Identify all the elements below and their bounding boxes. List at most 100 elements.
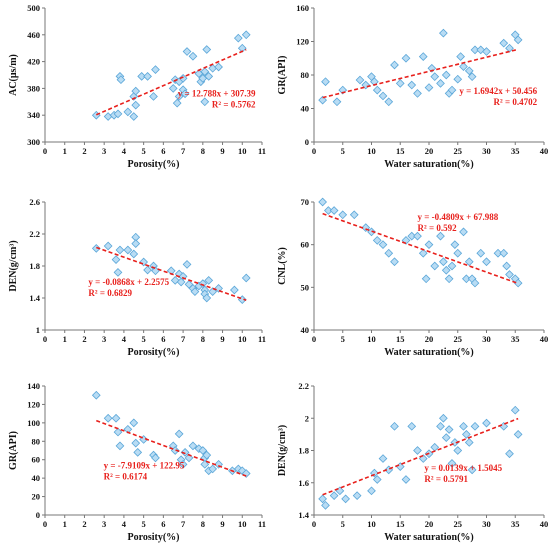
data-point	[91, 110, 101, 120]
data-point	[168, 84, 178, 93]
data-point	[230, 285, 239, 295]
data-point	[378, 454, 388, 463]
x-tick-label: 40	[540, 519, 549, 529]
x-tick-label: 0	[312, 334, 316, 344]
data-point	[131, 100, 141, 110]
x-tick-label: 25	[454, 146, 463, 156]
data-point	[321, 77, 330, 87]
data-point	[384, 97, 394, 107]
data-point	[129, 418, 139, 428]
x-tick-label: 6	[161, 334, 165, 344]
data-point	[499, 248, 509, 258]
data-point	[390, 60, 399, 70]
data-point	[91, 390, 101, 400]
data-point	[413, 231, 422, 241]
data-point	[241, 30, 251, 40]
data-point	[476, 45, 486, 55]
y-tick-label: 1.8	[298, 446, 309, 456]
y-tick-label: 460	[27, 30, 40, 40]
x-tick-label: 10	[367, 146, 376, 156]
data-point	[188, 51, 198, 61]
data-point	[424, 240, 434, 250]
x-tick-label: 0	[43, 519, 47, 529]
x-axis-title: Water saturation(%)	[384, 532, 474, 543]
data-point	[493, 248, 503, 258]
x-tick-label: 5	[142, 146, 146, 156]
x-tick-label: 35	[511, 334, 520, 344]
y-tick-label: 0	[36, 510, 40, 520]
x-tick-label: 30	[482, 334, 491, 344]
data-point	[338, 210, 348, 220]
data-point	[214, 284, 223, 293]
data-point	[123, 245, 133, 255]
x-tick-label: 7	[181, 334, 186, 344]
x-tick-label: 6	[161, 146, 165, 156]
data-point	[372, 236, 382, 245]
data-point	[318, 494, 327, 504]
data-point	[355, 75, 365, 85]
data-point	[143, 265, 152, 275]
data-point	[482, 418, 491, 428]
data-point	[467, 465, 477, 475]
data-point	[441, 70, 451, 80]
data-point	[131, 239, 141, 248]
y-axis-title: AC(μs/m)	[8, 54, 19, 96]
data-point	[352, 491, 362, 501]
data-point	[441, 433, 451, 442]
trendline	[322, 417, 519, 496]
x-tick-label: 30	[482, 146, 491, 156]
y-tick-label: 1.8	[29, 261, 40, 271]
data-point	[200, 459, 210, 469]
data-point	[439, 413, 448, 423]
x-tick-label: 3	[102, 519, 106, 529]
x-tick-label: 5	[142, 519, 146, 529]
data-point	[174, 92, 184, 101]
data-point	[137, 71, 147, 81]
data-point	[462, 430, 471, 439]
data-point	[200, 67, 210, 77]
data-point	[401, 475, 411, 484]
data-point	[430, 261, 440, 271]
x-tick-label: 4	[122, 146, 127, 156]
data-point	[367, 486, 376, 496]
data-point	[174, 429, 184, 439]
data-point	[241, 469, 251, 478]
y-tick-label: 0	[305, 137, 309, 147]
y-tick-label: 380	[27, 83, 40, 93]
y-tick-label: 160	[296, 3, 309, 13]
x-tick-label: 15	[396, 519, 405, 529]
data-point	[103, 413, 113, 423]
data-point	[447, 261, 457, 271]
data-point	[190, 287, 200, 296]
x-tick-label: 20	[425, 146, 434, 156]
data-point	[453, 74, 463, 84]
data-point	[418, 248, 428, 258]
x-tick-label: 20	[425, 334, 434, 344]
data-point	[111, 255, 121, 264]
trendline	[322, 212, 519, 285]
data-point	[436, 231, 445, 241]
data-point	[413, 446, 422, 455]
data-point	[349, 210, 359, 220]
x-tick-label: 20	[425, 519, 434, 529]
r-squared-label: R² = 0.6174	[104, 472, 148, 482]
data-point	[505, 449, 514, 459]
data-point	[321, 500, 330, 510]
data-point	[198, 446, 208, 455]
scatter-panel-gr-saturation: 0 5 10 15 20 25 30 35 40 0 40 80 120 160 Water saturat…	[277, 3, 548, 170]
data-point	[430, 442, 440, 452]
y-tick-label: 2.2	[298, 381, 309, 391]
x-tick-label: 7	[181, 519, 186, 529]
data-point	[116, 75, 126, 85]
scatter-panel-den-saturation: 0 5 10 15 20 25 30 35 40 1.4 1.6 1.8 2 2.2 Water satur…	[277, 381, 548, 543]
x-tick-label: 4	[122, 519, 127, 529]
data-point	[113, 109, 123, 119]
data-point	[447, 459, 457, 468]
data-point	[129, 112, 139, 121]
data-point	[178, 73, 188, 83]
x-tick-label: 25	[454, 519, 463, 529]
data-point	[202, 45, 212, 54]
x-tick-label: 15	[396, 334, 405, 344]
data-point	[129, 92, 139, 101]
x-tick-label: 9	[220, 519, 224, 529]
